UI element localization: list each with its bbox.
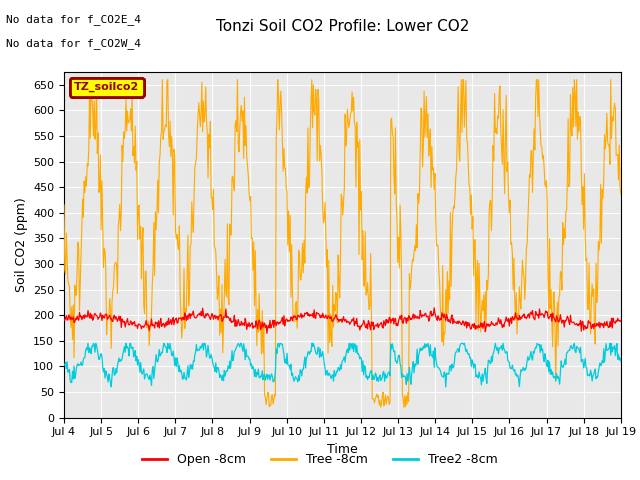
X-axis label: Time: Time — [327, 443, 358, 456]
Legend: TZ_soilco2: TZ_soilco2 — [70, 78, 144, 96]
Y-axis label: Soil CO2 (ppm): Soil CO2 (ppm) — [15, 197, 28, 292]
Text: Tonzi Soil CO2 Profile: Lower CO2: Tonzi Soil CO2 Profile: Lower CO2 — [216, 19, 469, 34]
Legend: Open -8cm, Tree -8cm, Tree2 -8cm: Open -8cm, Tree -8cm, Tree2 -8cm — [137, 448, 503, 471]
Text: No data for f_CO2W_4: No data for f_CO2W_4 — [6, 38, 141, 49]
Text: No data for f_CO2E_4: No data for f_CO2E_4 — [6, 14, 141, 25]
